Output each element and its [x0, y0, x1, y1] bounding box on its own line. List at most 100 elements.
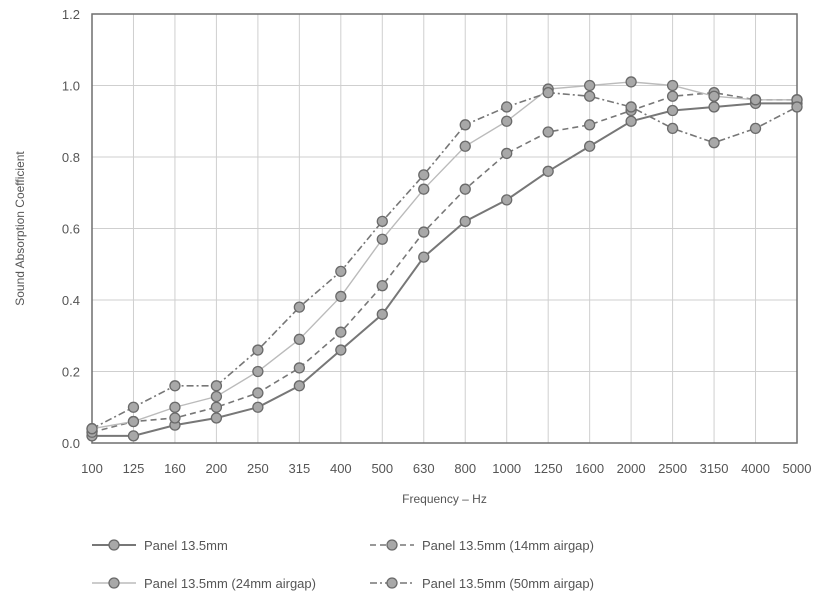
legend: Panel 13.5mm Panel 13.5mm (14mm airgap) Pa… — [92, 538, 594, 591]
series-line-2 — [91, 91, 797, 434]
data-point-s1 — [335, 344, 347, 356]
x-tick-label: 125 — [123, 461, 145, 476]
data-point-s4 — [252, 344, 264, 356]
legend-label: Panel 13.5mm (24mm airgap) — [144, 576, 316, 591]
legend-item-2: Panel 13.5mm (14mm airgap) — [370, 538, 594, 553]
x-tick-label: 200 — [206, 461, 228, 476]
grid — [92, 14, 797, 443]
x-tick-label: 1250 — [534, 461, 563, 476]
x-tick-label: 1000 — [492, 461, 521, 476]
data-point-s4 — [335, 265, 347, 278]
legend-swatch-marker — [108, 539, 120, 551]
x-tick-label: 400 — [330, 461, 352, 476]
data-point-s3 — [376, 233, 388, 245]
y-tick-labels: 0.0 0.2 0.4 0.6 0.8 1.0 1.2 — [62, 7, 80, 451]
data-point-s3 — [293, 333, 306, 345]
data-point-s3 — [252, 365, 264, 378]
data-point-s3 — [625, 76, 637, 88]
data-point-s3 — [459, 140, 471, 152]
data-point-s4 — [293, 301, 306, 313]
series-line-3 — [91, 81, 797, 430]
data-point-s2 — [542, 126, 554, 138]
data-point-s4 — [666, 122, 679, 135]
data-point-s1 — [501, 194, 513, 206]
x-axis-title: Frequency – Hz — [402, 492, 487, 506]
legend-label: Panel 13.5mm (14mm airgap) — [422, 538, 594, 553]
data-point-s2 — [210, 401, 223, 413]
data-point-s1 — [625, 115, 637, 127]
series-line-1 — [92, 102, 797, 437]
y-tick-label: 0.4 — [62, 293, 80, 308]
data-point-s1 — [542, 165, 554, 177]
data-point-s3 — [169, 401, 181, 413]
data-point-s4 — [86, 423, 98, 435]
y-tick-label: 0.0 — [62, 436, 80, 451]
data-point-s4 — [501, 101, 513, 113]
series-line-4 — [91, 91, 798, 430]
y-tick-label: 0.6 — [62, 222, 80, 237]
data-point-s4 — [127, 401, 140, 413]
data-point-s4 — [625, 101, 637, 113]
x-tick-labels: 100 125 160 200 250 315 400 500 630 800 1000 1250 16… — [81, 461, 811, 476]
data-point-s2 — [418, 226, 430, 238]
data-point-s3 — [418, 183, 430, 195]
y-tick-label: 0.2 — [62, 365, 80, 380]
data-point-s1 — [376, 308, 388, 320]
x-tick-label: 800 — [454, 461, 476, 476]
data-point-s3 — [335, 290, 347, 303]
data-point-s4 — [708, 137, 720, 149]
legend-item-1: Panel 13.5mm — [92, 538, 228, 553]
data-point-s1 — [583, 140, 596, 152]
data-point-s4 — [459, 119, 471, 131]
legend-item-3: Panel 13.5mm (24mm airgap) — [92, 576, 316, 591]
data-point-s4 — [210, 380, 223, 392]
x-tick-label: 100 — [81, 461, 103, 476]
data-point-s2 — [376, 280, 388, 292]
y-tick-label: 1.0 — [62, 79, 80, 94]
legend-swatch-marker — [386, 539, 398, 551]
data-point-s3 — [666, 79, 679, 92]
y-tick-label: 0.8 — [62, 150, 80, 165]
data-point-s3 — [708, 90, 720, 102]
data-point-s3 — [749, 94, 762, 106]
data-point-s2 — [252, 387, 264, 399]
x-tick-label: 4000 — [741, 461, 770, 476]
data-point-s3 — [583, 79, 596, 92]
series-layer — [86, 76, 803, 442]
data-point-s1 — [666, 104, 679, 117]
x-tick-label: 3150 — [700, 461, 729, 476]
data-point-s1 — [708, 101, 720, 113]
legend-item-4: Panel 13.5mm (50mm airgap) — [370, 576, 594, 591]
legend-swatch-marker — [386, 577, 398, 589]
data-point-s1 — [459, 215, 471, 228]
data-point-s4 — [791, 101, 803, 113]
data-point-s1 — [127, 430, 140, 442]
x-tick-label: 500 — [371, 461, 393, 476]
data-point-s2 — [459, 183, 471, 195]
legend-label: Panel 13.5mm — [144, 538, 228, 553]
data-point-s1 — [418, 251, 430, 263]
data-point-s2 — [666, 90, 679, 102]
data-point-s3 — [501, 115, 513, 127]
data-point-s2 — [293, 362, 306, 374]
data-point-s4 — [583, 90, 596, 102]
x-tick-label: 2500 — [658, 461, 687, 476]
data-point-s3 — [210, 390, 223, 403]
data-point-s4 — [749, 122, 762, 135]
x-tick-label: 630 — [413, 461, 435, 476]
data-point-s1 — [293, 380, 306, 392]
legend-label: Panel 13.5mm (50mm airgap) — [422, 576, 594, 591]
x-tick-label: 315 — [289, 461, 311, 476]
data-point-s2 — [501, 147, 513, 160]
plot-area — [91, 13, 798, 444]
y-axis-title: Sound Absorption Coefficient — [13, 151, 27, 306]
data-point-s4 — [542, 87, 554, 99]
x-tick-label: 160 — [164, 461, 186, 476]
data-point-s4 — [376, 215, 388, 228]
data-point-s2 — [583, 119, 596, 131]
y-tick-label: 1.2 — [62, 7, 80, 22]
x-tick-label: 250 — [247, 461, 269, 476]
x-tick-label: 5000 — [783, 461, 812, 476]
data-point-s2 — [335, 326, 347, 338]
